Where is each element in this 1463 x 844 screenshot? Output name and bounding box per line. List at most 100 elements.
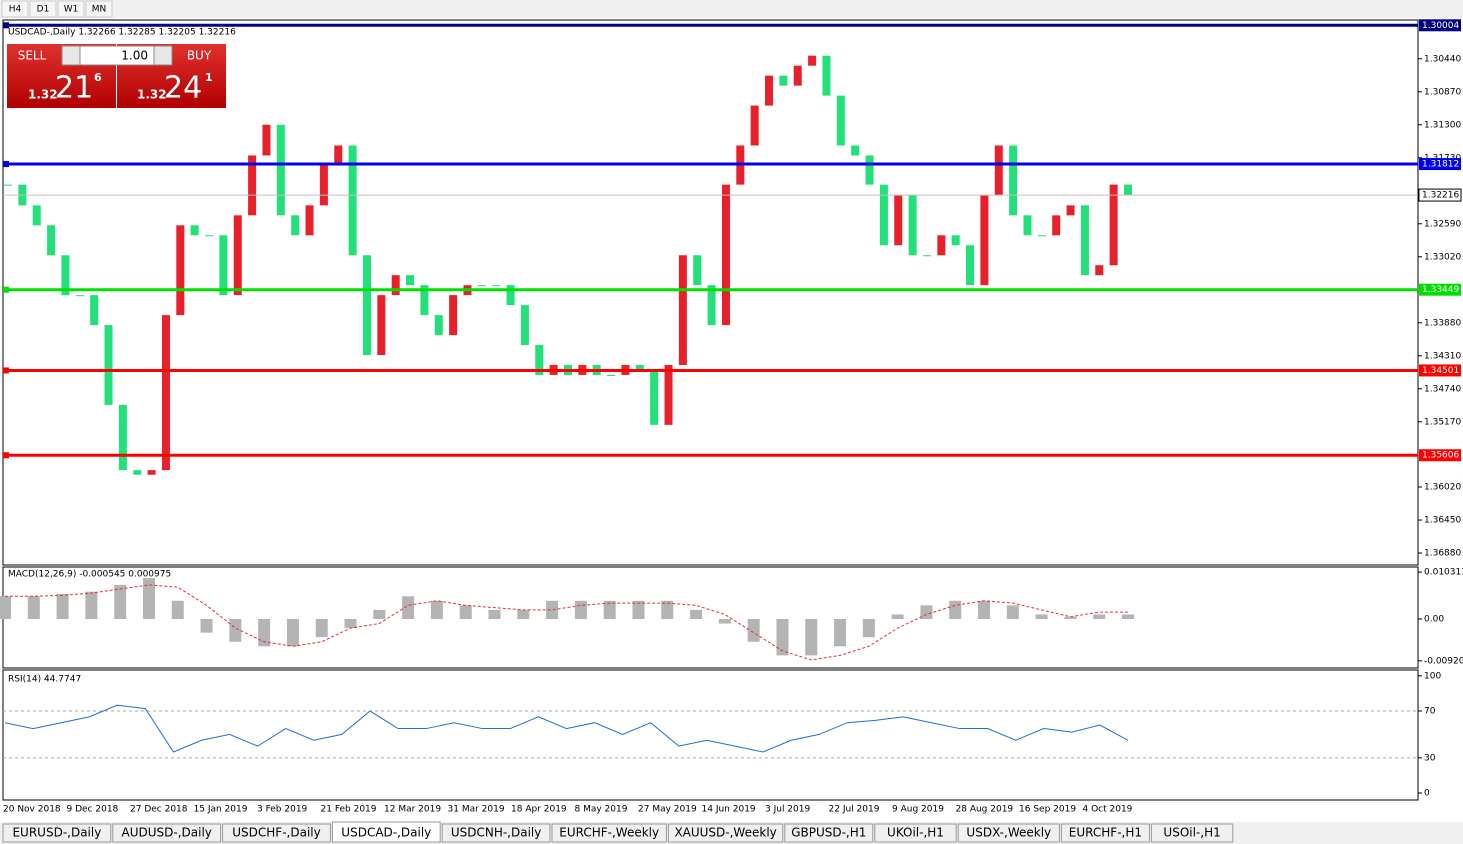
tab-label[interactable]: USOil-,H1	[1163, 826, 1220, 840]
buy-button[interactable]: BUY	[187, 49, 212, 63]
tab-label[interactable]: USDCNH-,Daily	[451, 826, 542, 840]
candle	[966, 245, 975, 286]
timeframe-label[interactable]: W1	[64, 5, 79, 15]
tab[interactable]	[112, 823, 222, 843]
bid-pips: 21	[55, 71, 93, 106]
timeframe-label[interactable]: D1	[37, 5, 50, 15]
macd-bar	[114, 584, 127, 620]
candle	[319, 165, 328, 206]
candle	[133, 470, 142, 475]
tab-label[interactable]: EURUSD-,Daily	[12, 826, 101, 840]
macd-bar	[632, 600, 645, 620]
candle	[377, 295, 386, 356]
tab[interactable]	[2, 823, 112, 843]
timeframe-button[interactable]	[1, 0, 29, 18]
candle	[808, 55, 817, 66]
candle	[449, 295, 458, 336]
candle	[1124, 184, 1132, 196]
candle	[822, 55, 831, 96]
volume-down[interactable]	[61, 45, 81, 66]
candle	[851, 145, 860, 156]
toolbar	[0, 0, 1463, 18]
volume-up[interactable]	[153, 45, 173, 66]
timeframe-button[interactable]	[57, 0, 85, 18]
tab[interactable]	[1060, 823, 1150, 843]
macd-panel	[2, 566, 1419, 669]
candle	[765, 75, 774, 106]
macd-bar	[1064, 616, 1077, 620]
tab-label[interactable]: XAUUSD-,Weekly	[674, 826, 776, 840]
tab-label[interactable]: EURCHF-,Weekly	[559, 826, 659, 840]
level-box	[1419, 283, 1461, 296]
tab[interactable]	[957, 823, 1060, 843]
tab[interactable]	[874, 823, 957, 843]
candle	[291, 215, 300, 236]
tab-label[interactable]: USDCAD-,Daily	[341, 826, 431, 840]
y-tick-label: 1.34310	[1424, 351, 1461, 361]
candle	[506, 285, 515, 306]
candle	[1109, 184, 1118, 266]
timeframe-button[interactable]	[85, 0, 113, 18]
tab-label[interactable]: EURCHF-,H1	[1069, 826, 1142, 840]
x-tick-label: 9 Aug 2019	[892, 805, 944, 815]
candle	[1052, 215, 1061, 236]
y-tick-label: 1.34740	[1424, 384, 1461, 394]
candle	[922, 255, 931, 257]
x-tick-label: 16 Sep 2019	[1019, 805, 1076, 815]
y-tick-label: 1.35170	[1424, 417, 1461, 427]
candle	[248, 155, 257, 216]
macd-bar	[661, 600, 674, 620]
tab-label[interactable]: AUDUSD-,Daily	[122, 826, 212, 840]
bid-big: 1.32	[28, 88, 58, 102]
level-handle	[3, 22, 9, 29]
y-tick-label: 0	[1424, 788, 1430, 798]
tab-label[interactable]: USDX-,Weekly	[966, 826, 1051, 840]
x-tick-label: 15 Jan 2019	[194, 805, 248, 815]
level-box	[1419, 19, 1461, 32]
bid-fraction: 6	[94, 71, 102, 84]
level-label: 1.33449	[1422, 285, 1459, 295]
tab[interactable]	[667, 823, 784, 843]
macd-bar	[747, 619, 760, 642]
ask-fraction: 1	[205, 71, 213, 84]
macd-bar	[402, 596, 415, 620]
sell-button[interactable]: SELL	[18, 49, 47, 63]
candle	[1023, 215, 1032, 236]
timeframe-button[interactable]	[29, 0, 57, 18]
candle	[980, 195, 989, 286]
macd-bar	[546, 600, 559, 620]
candle	[75, 295, 84, 297]
level-label: 1.30004	[1422, 21, 1459, 31]
timeframe-label[interactable]: MN	[92, 5, 107, 15]
tab[interactable]	[441, 823, 551, 843]
timeframe-label[interactable]: H4	[9, 5, 22, 15]
volume[interactable]: 1.00	[121, 49, 148, 63]
x-tick-label: 3 Jul 2019	[765, 805, 810, 815]
macd-bar	[142, 578, 155, 620]
tab-label[interactable]: USDCHF-,Daily	[232, 826, 320, 840]
tab[interactable]	[784, 823, 874, 843]
candle	[61, 255, 70, 296]
candle	[161, 315, 170, 471]
x-tick-label: 14 Jun 2019	[702, 805, 756, 815]
level-handle	[3, 367, 9, 374]
tab-label[interactable]: UKOil-,H1	[887, 826, 944, 840]
candle	[420, 285, 429, 316]
macd-bar	[978, 600, 991, 620]
current-price-label: 1.32216	[1422, 191, 1459, 201]
candle	[434, 315, 443, 336]
candle	[219, 235, 228, 296]
candle	[865, 155, 874, 185]
macd-bar	[517, 609, 530, 620]
x-tick-label: 22 Jul 2019	[829, 805, 880, 815]
tab[interactable]	[1150, 823, 1234, 843]
level-label: 1.35606	[1422, 451, 1459, 461]
tab[interactable]	[551, 823, 667, 843]
macd-bar	[0, 596, 11, 620]
tab[interactable]	[331, 821, 441, 843]
y-tick-label: 1.36450	[1424, 516, 1461, 526]
tab-label[interactable]: GBPUSD-,H1	[791, 826, 866, 840]
macd-bar	[344, 619, 357, 629]
tab[interactable]	[222, 823, 331, 843]
candle	[707, 285, 716, 326]
